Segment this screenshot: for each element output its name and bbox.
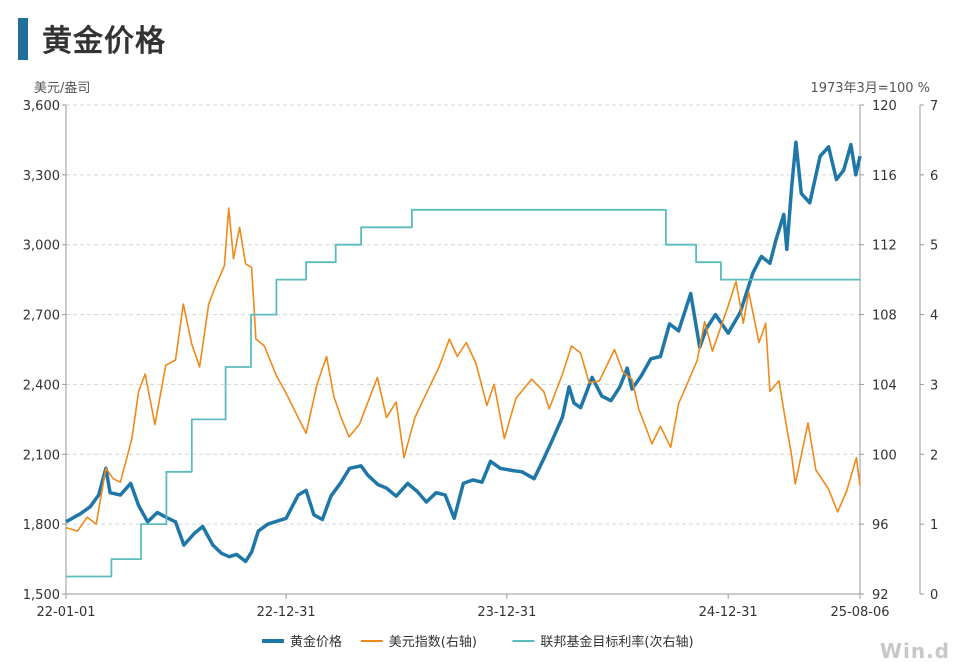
watermark: Win.d: [879, 639, 950, 663]
left-tick-label: 3,600: [23, 99, 60, 114]
series-line-dollar-index: [65, 207, 861, 532]
series-line-fed-funds-rate: [66, 208, 860, 578]
legend-label: 黄金价格: [290, 634, 342, 650]
left-tick-label: 2,400: [23, 378, 60, 393]
right-axis-unit: 1973年3月=100 %: [810, 81, 930, 96]
right-tick-label: 120: [872, 99, 897, 114]
left-tick-label: 2,700: [23, 309, 60, 324]
left-tick-label: 1,500: [23, 588, 60, 603]
left-tick-label: 3,000: [23, 239, 60, 254]
right-tick-label: 100: [872, 448, 897, 463]
x-tick-label: 22-01-01: [36, 605, 95, 620]
left-tick-label: 3,300: [23, 169, 60, 184]
left-tick-label: 2,100: [23, 448, 60, 463]
series-line-gold-price: [65, 140, 862, 564]
x-tick-label: 25-08-06: [830, 605, 889, 620]
right2-tick-label: 4: [930, 309, 938, 324]
title-accent-bar: [18, 18, 28, 60]
chart-title: 黄金价格: [42, 24, 166, 59]
right2-tick-label: 5: [930, 239, 938, 254]
x-tick-label: 24-12-31: [699, 605, 758, 620]
right2-tick-label: 7: [930, 99, 938, 114]
right-tick-label: 108: [872, 309, 897, 324]
right-tick-label: 92: [872, 588, 889, 603]
x-tick-label: 22-12-31: [257, 605, 316, 620]
right2-tick-label: 0: [930, 588, 938, 603]
right2-tick-label: 6: [930, 169, 938, 184]
right-tick-label: 116: [872, 169, 897, 184]
right2-tick-label: 3: [930, 378, 938, 393]
left-tick-label: 1,800: [23, 518, 60, 533]
x-tick-label: 23-12-31: [477, 605, 536, 620]
legend-label: 美元指数(右轴): [389, 635, 477, 650]
right-tick-label: 96: [872, 518, 889, 533]
legend-label: 联邦基金目标利率(次右轴): [540, 634, 693, 650]
right2-tick-label: 2: [930, 448, 938, 463]
right2-tick-label: 1: [930, 518, 938, 533]
right-tick-label: 104: [872, 378, 897, 393]
right-tick-label: 112: [872, 239, 897, 254]
left-axis-unit: 美元/盎司: [34, 81, 91, 96]
